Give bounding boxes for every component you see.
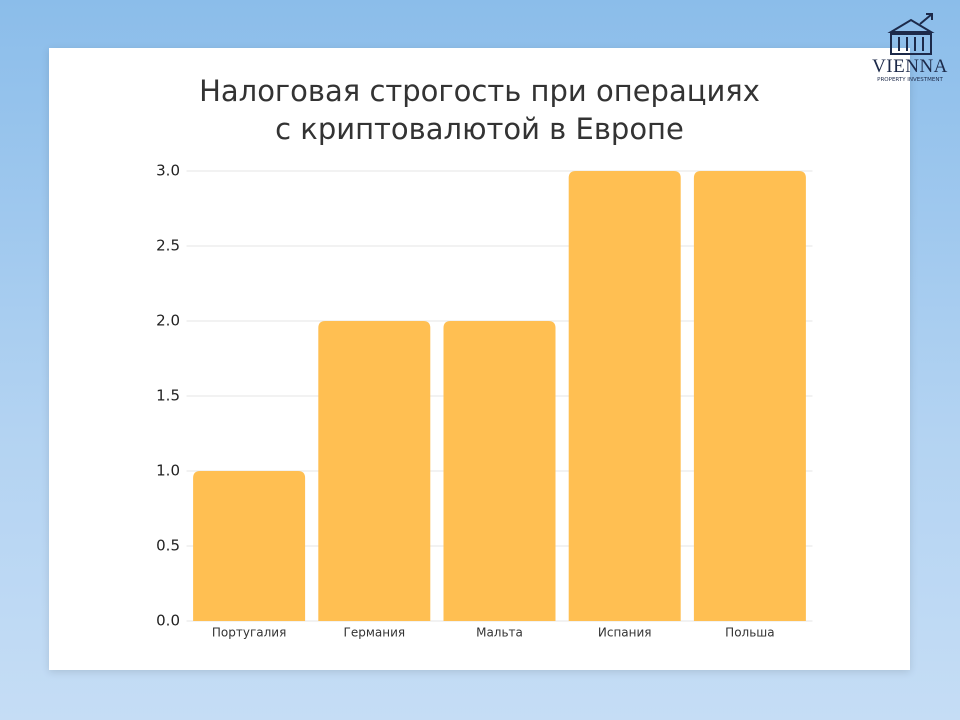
x-tick-label: Мальта	[476, 626, 523, 640]
x-tick-label: Португалия	[212, 626, 286, 640]
x-tick-label: Польша	[725, 626, 774, 640]
logo-icon	[887, 13, 935, 55]
bar	[568, 171, 681, 621]
y-tick-label: 2.5	[156, 237, 180, 255]
x-tick-label: Испания	[598, 626, 652, 640]
chart-title: Налоговая строгость при операциях с крип…	[199, 74, 760, 146]
y-tick-label: 0.0	[156, 612, 180, 630]
logo-name: VIENNA	[872, 56, 948, 77]
logo-subtitle: PROPERTY INVESTMENT	[877, 77, 943, 83]
y-tick-label: 2.0	[156, 312, 180, 330]
bar	[443, 321, 556, 621]
bar	[193, 471, 306, 621]
x-tick-label: Германия	[344, 626, 406, 640]
bar	[318, 321, 431, 621]
y-tick-label: 1.0	[156, 462, 180, 480]
bar	[693, 171, 806, 621]
y-tick-label: 1.5	[156, 387, 180, 405]
y-tick-label: 3.0	[156, 162, 180, 180]
y-tick-label: 0.5	[156, 537, 180, 555]
